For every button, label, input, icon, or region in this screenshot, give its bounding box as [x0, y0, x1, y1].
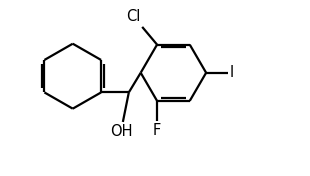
Text: F: F	[153, 122, 161, 137]
Text: OH: OH	[110, 124, 132, 139]
Text: Cl: Cl	[126, 9, 140, 24]
Text: I: I	[230, 65, 234, 80]
